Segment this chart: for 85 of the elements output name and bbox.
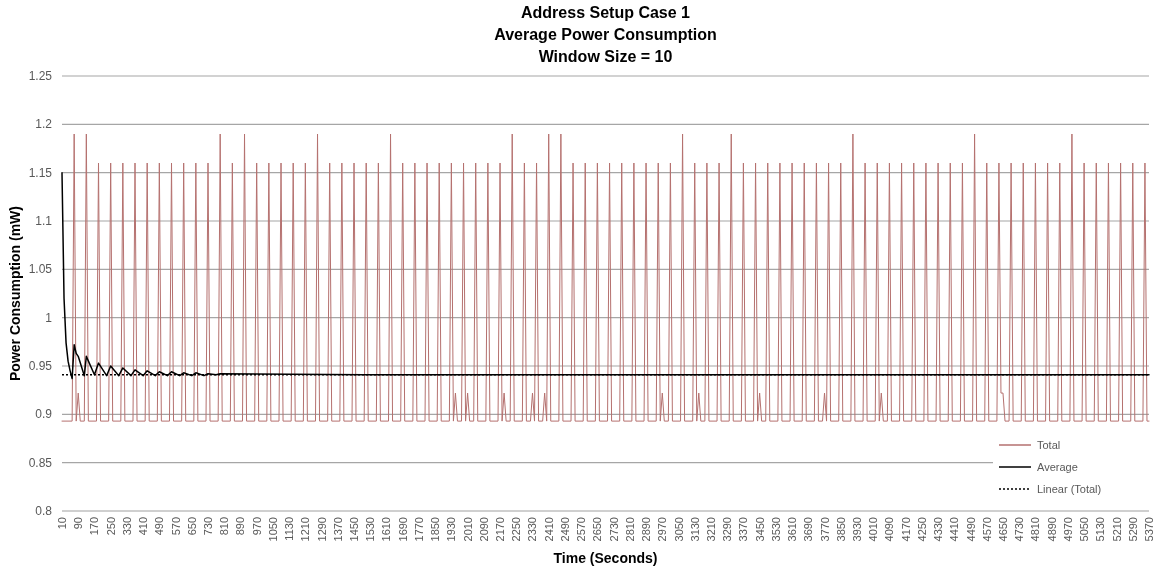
x-tick-label: 2410 <box>542 517 555 542</box>
x-tick-label: 2650 <box>591 517 604 542</box>
x-tick-label: 4890 <box>1045 517 1058 542</box>
x-tick-label: 4650 <box>996 517 1009 542</box>
x-tick-label: 2730 <box>607 517 620 542</box>
x-tick-label: 3610 <box>786 517 799 542</box>
x-tick-label: 170 <box>88 517 101 536</box>
x-tick-label: 3050 <box>672 517 685 542</box>
x-tick-label: 4330 <box>932 517 945 542</box>
x-tick-label: 970 <box>250 517 263 536</box>
x-tick-label: 810 <box>218 517 231 536</box>
x-tick-label: 1770 <box>412 517 425 542</box>
x-tick-label: 4090 <box>883 517 896 542</box>
x-axis-title: Time (Seconds) <box>553 550 658 566</box>
x-tick-label: 5050 <box>1078 517 1091 542</box>
legend-label: Linear (Total) <box>1037 483 1102 495</box>
x-tick-label: 3210 <box>704 517 717 542</box>
x-tick-label: 4810 <box>1029 517 1042 542</box>
x-tick-label: 250 <box>104 517 117 536</box>
x-tick-label: 90 <box>72 517 85 530</box>
x-tick-label: 1450 <box>348 517 361 542</box>
x-tick-label: 2890 <box>640 517 653 542</box>
x-tick-label: 3130 <box>688 517 701 542</box>
x-tick-label: 2010 <box>461 517 474 542</box>
x-tick-label: 410 <box>137 517 150 536</box>
y-tick-label: 0.8 <box>35 504 53 518</box>
x-tick-label: 3690 <box>802 517 815 542</box>
x-tick-label: 1530 <box>364 517 377 542</box>
x-tick-label: 2250 <box>510 517 523 542</box>
legend-label: Total <box>1037 439 1061 451</box>
x-tick-label: 2970 <box>656 517 669 542</box>
x-tick-label: 1370 <box>331 517 344 542</box>
x-tick-label: 5210 <box>1110 517 1123 542</box>
x-tick-label: 3290 <box>721 517 734 542</box>
x-tick-label: 2570 <box>575 517 588 542</box>
x-tick-label: 4570 <box>980 517 993 542</box>
y-tick-label: 1.2 <box>35 117 53 132</box>
x-tick-label: 1610 <box>380 517 393 542</box>
y-axis-title: Power Consumption (mW) <box>7 206 23 381</box>
legend-label: Average <box>1037 461 1078 473</box>
x-tick-label: 2810 <box>623 517 636 542</box>
x-tick-label: 3450 <box>753 517 766 542</box>
x-tick-label: 330 <box>120 517 133 536</box>
x-tick-label: 1690 <box>396 517 409 542</box>
x-tick-label: 570 <box>169 517 182 536</box>
x-tick-label: 650 <box>185 517 198 536</box>
x-tick-label: 4170 <box>899 517 912 542</box>
x-tick-label: 5370 <box>1143 517 1155 542</box>
x-tick-label: 5290 <box>1126 517 1139 542</box>
x-tick-label: 490 <box>153 517 166 536</box>
x-tick-label: 1290 <box>315 517 328 542</box>
y-tick-label: 0.85 <box>28 455 53 470</box>
x-tick-label: 2090 <box>477 517 490 542</box>
y-tick-label: 1.05 <box>28 262 53 277</box>
x-tick-label: 890 <box>234 517 247 536</box>
x-tick-label: 2490 <box>558 517 571 542</box>
y-tick-label: 1.25 <box>28 69 53 83</box>
x-tick-label: 4730 <box>1013 517 1026 542</box>
x-tick-label: 1050 <box>266 517 279 542</box>
x-tick-label: 4410 <box>948 517 961 542</box>
x-tick-label: 3770 <box>818 517 831 542</box>
chart-title: Address Setup Case 1 Average Power Consumption Window Size = 10 <box>494 4 717 65</box>
x-tick-label: 1850 <box>429 517 442 542</box>
x-tick-label: 5130 <box>1094 517 1107 542</box>
x-tick-label: 3850 <box>834 517 847 542</box>
y-tick-label: 1.15 <box>28 165 53 180</box>
y-tick-label: 0.95 <box>28 359 53 373</box>
line-series <box>61 133 1150 422</box>
y-tick-label: 1.1 <box>35 214 53 228</box>
y-tick-label: 0.9 <box>35 407 53 422</box>
x-tick-label: 4010 <box>867 517 880 542</box>
x-tick-label: 2170 <box>494 517 507 542</box>
x-tick-label: 3930 <box>850 517 863 542</box>
x-tick-label: 1210 <box>299 517 312 542</box>
x-tick-label: 4970 <box>1061 517 1074 542</box>
x-tick-label: 730 <box>202 517 215 536</box>
x-tick-label: 10 <box>56 517 68 530</box>
x-tick-label: 1930 <box>445 517 458 542</box>
x-tick-label: 1130 <box>283 517 296 541</box>
x-tick-label: 4250 <box>915 517 928 542</box>
x-tick-label: 3370 <box>737 517 750 542</box>
x-tick-label: 4490 <box>964 517 977 542</box>
x-tick-label: 3530 <box>769 517 782 542</box>
y-tick-label: 1 <box>45 310 53 325</box>
x-tick-label: 2330 <box>526 517 539 542</box>
